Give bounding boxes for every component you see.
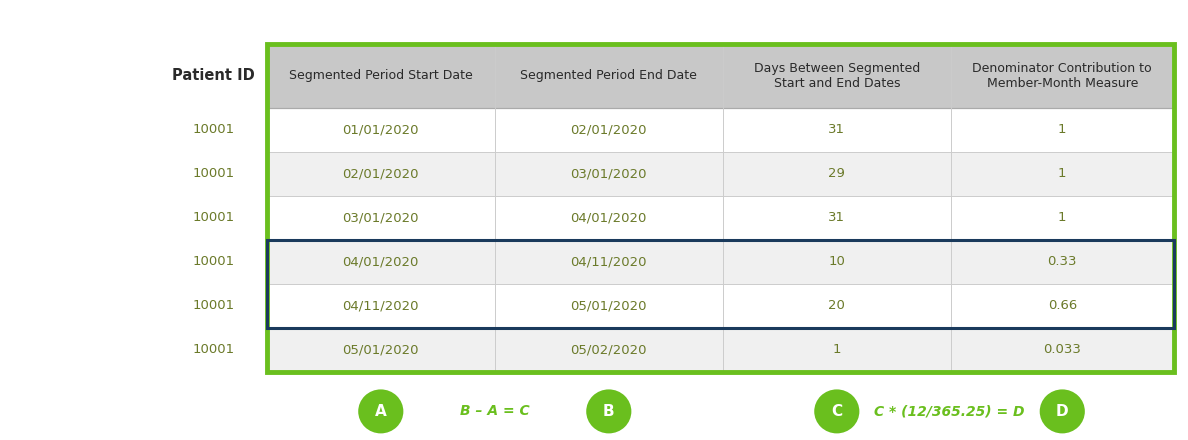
Text: 04/01/2020: 04/01/2020: [342, 255, 419, 268]
Text: 1: 1: [833, 343, 841, 356]
Text: Segmented Period End Date: Segmented Period End Date: [520, 70, 697, 82]
Bar: [267, 284, 1174, 328]
Text: Days Between Segmented
Start and End Dates: Days Between Segmented Start and End Dat…: [753, 62, 920, 90]
Text: 04/01/2020: 04/01/2020: [570, 211, 647, 224]
Text: B: B: [604, 404, 614, 419]
Text: 1: 1: [1059, 211, 1067, 224]
Text: C: C: [832, 404, 842, 419]
Bar: [267, 240, 1174, 284]
Text: C * (12/365.25) = D: C * (12/365.25) = D: [874, 404, 1025, 418]
Text: 10001: 10001: [192, 123, 235, 136]
Text: 10001: 10001: [192, 343, 235, 356]
Bar: [267, 240, 1174, 328]
Text: A: A: [375, 404, 386, 419]
Text: 05/01/2020: 05/01/2020: [342, 343, 419, 356]
Text: 29: 29: [828, 167, 845, 180]
Text: 05/02/2020: 05/02/2020: [570, 343, 647, 356]
Text: 10001: 10001: [192, 167, 235, 180]
Text: 10: 10: [828, 255, 845, 268]
Text: 04/11/2020: 04/11/2020: [570, 255, 647, 268]
Ellipse shape: [1040, 389, 1085, 433]
Text: 10001: 10001: [192, 299, 235, 312]
Text: 05/01/2020: 05/01/2020: [570, 299, 647, 312]
Text: 20: 20: [828, 299, 845, 312]
Text: 02/01/2020: 02/01/2020: [570, 123, 647, 136]
Text: 10001: 10001: [192, 211, 235, 224]
Text: 0.33: 0.33: [1048, 255, 1078, 268]
Text: B – A = C: B – A = C: [460, 404, 530, 418]
Text: 0.66: 0.66: [1048, 299, 1076, 312]
Ellipse shape: [814, 389, 859, 433]
Text: Patient ID: Patient ID: [172, 69, 255, 84]
Text: 1: 1: [1059, 167, 1067, 180]
Text: 31: 31: [828, 123, 846, 136]
Bar: [267, 44, 1174, 372]
Text: 03/01/2020: 03/01/2020: [342, 211, 419, 224]
Text: 10001: 10001: [192, 255, 235, 268]
Ellipse shape: [586, 389, 631, 433]
Text: Denominator Contribution to
Member-Month Measure: Denominator Contribution to Member-Month…: [973, 62, 1152, 90]
Text: 31: 31: [828, 211, 846, 224]
Text: 03/01/2020: 03/01/2020: [570, 167, 647, 180]
Bar: [267, 108, 1174, 152]
Text: 01/01/2020: 01/01/2020: [342, 123, 419, 136]
Bar: [267, 44, 1174, 108]
Ellipse shape: [359, 389, 404, 433]
Text: D: D: [1056, 404, 1068, 419]
Bar: [267, 152, 1174, 196]
Text: 04/11/2020: 04/11/2020: [342, 299, 419, 312]
Text: 02/01/2020: 02/01/2020: [342, 167, 419, 180]
Text: 0.033: 0.033: [1043, 343, 1081, 356]
Bar: [267, 196, 1174, 240]
Text: Segmented Period Start Date: Segmented Period Start Date: [289, 70, 473, 82]
Text: 1: 1: [1059, 123, 1067, 136]
Bar: [267, 328, 1174, 372]
